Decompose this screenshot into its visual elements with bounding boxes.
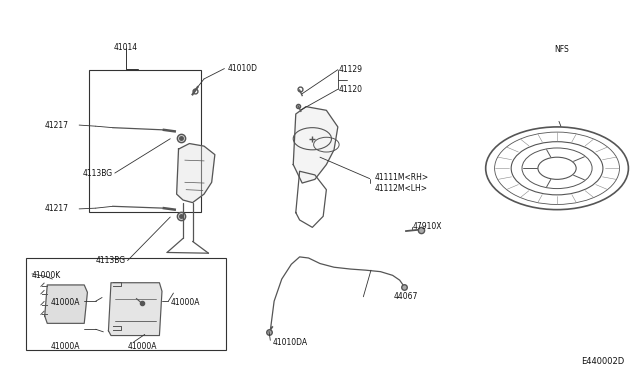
Bar <box>26 258 227 350</box>
Text: 41217: 41217 <box>45 204 68 214</box>
Text: E440002D: E440002D <box>581 357 625 366</box>
Text: 41010D: 41010D <box>228 64 258 73</box>
Text: 41010DA: 41010DA <box>272 339 307 347</box>
Text: 41014: 41014 <box>113 43 138 52</box>
Text: 41217: 41217 <box>45 121 68 129</box>
Text: 41000A: 41000A <box>170 298 200 307</box>
Text: 4113BG: 4113BG <box>83 169 113 177</box>
Text: 44067: 44067 <box>394 292 418 301</box>
Text: 47910X: 47910X <box>412 222 442 231</box>
Text: 41000A: 41000A <box>51 298 81 307</box>
Text: 41112M<LH>: 41112M<LH> <box>374 185 427 193</box>
Polygon shape <box>177 144 215 203</box>
Text: NFS: NFS <box>554 45 569 54</box>
Bar <box>90 70 201 212</box>
Text: 41120: 41120 <box>339 85 363 94</box>
Text: 41000A: 41000A <box>51 342 81 351</box>
Text: 41129: 41129 <box>339 65 363 74</box>
Text: 4113BG: 4113BG <box>96 256 126 265</box>
Text: 41000K: 41000K <box>32 271 61 280</box>
Text: 41000A: 41000A <box>127 342 157 351</box>
Polygon shape <box>293 107 338 183</box>
Text: 41111M<RH>: 41111M<RH> <box>374 173 428 182</box>
Polygon shape <box>108 283 162 336</box>
Polygon shape <box>45 285 88 323</box>
